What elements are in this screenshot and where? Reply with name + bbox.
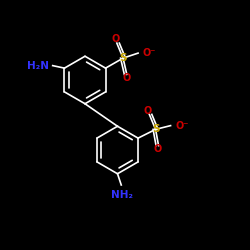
- Text: O: O: [144, 106, 152, 116]
- Text: O: O: [154, 144, 162, 154]
- Text: O: O: [112, 34, 120, 44]
- Text: S: S: [152, 124, 159, 134]
- Text: H₂N: H₂N: [27, 60, 49, 70]
- Text: O: O: [122, 73, 130, 83]
- Text: O⁻: O⁻: [175, 121, 188, 130]
- Text: O⁻: O⁻: [142, 48, 156, 58]
- Text: NH₂: NH₂: [112, 190, 134, 200]
- Text: S: S: [119, 53, 127, 63]
